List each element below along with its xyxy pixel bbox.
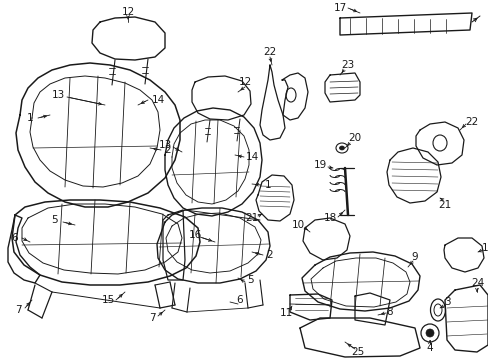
Text: 18: 18 [323, 213, 336, 223]
Text: 10: 10 [291, 220, 304, 230]
Text: 5: 5 [52, 215, 58, 225]
Text: 7: 7 [148, 313, 155, 323]
Text: 9: 9 [411, 252, 417, 262]
Text: 13: 13 [51, 90, 64, 100]
Text: 17: 17 [333, 3, 346, 13]
Text: 8: 8 [386, 307, 392, 317]
Circle shape [425, 329, 433, 337]
Text: 16: 16 [188, 230, 201, 240]
Text: 13: 13 [158, 140, 171, 150]
Text: 25: 25 [351, 347, 364, 357]
Text: 21: 21 [437, 200, 451, 210]
Text: 14: 14 [151, 95, 164, 105]
Text: 4: 4 [426, 343, 432, 353]
Text: 23: 23 [341, 60, 354, 70]
Text: 22: 22 [263, 47, 276, 57]
Text: 10: 10 [481, 243, 488, 253]
Text: 7: 7 [15, 305, 21, 315]
Text: 21: 21 [245, 213, 258, 223]
Text: 5: 5 [246, 275, 253, 285]
Text: 1: 1 [27, 113, 33, 123]
Text: 15: 15 [101, 295, 114, 305]
Ellipse shape [339, 146, 344, 150]
Text: 1: 1 [264, 180, 271, 190]
Text: 3: 3 [443, 297, 449, 307]
Text: 12: 12 [238, 77, 251, 87]
Text: 20: 20 [348, 133, 361, 143]
Text: 22: 22 [465, 117, 478, 127]
Text: 6: 6 [12, 233, 18, 243]
Text: 19: 19 [313, 160, 326, 170]
Text: 6: 6 [236, 295, 243, 305]
Text: 2: 2 [266, 250, 273, 260]
Text: 11: 11 [279, 308, 292, 318]
Text: 24: 24 [470, 278, 484, 288]
Text: 14: 14 [245, 152, 258, 162]
Text: 2: 2 [164, 145, 171, 155]
Text: 12: 12 [121, 7, 134, 17]
